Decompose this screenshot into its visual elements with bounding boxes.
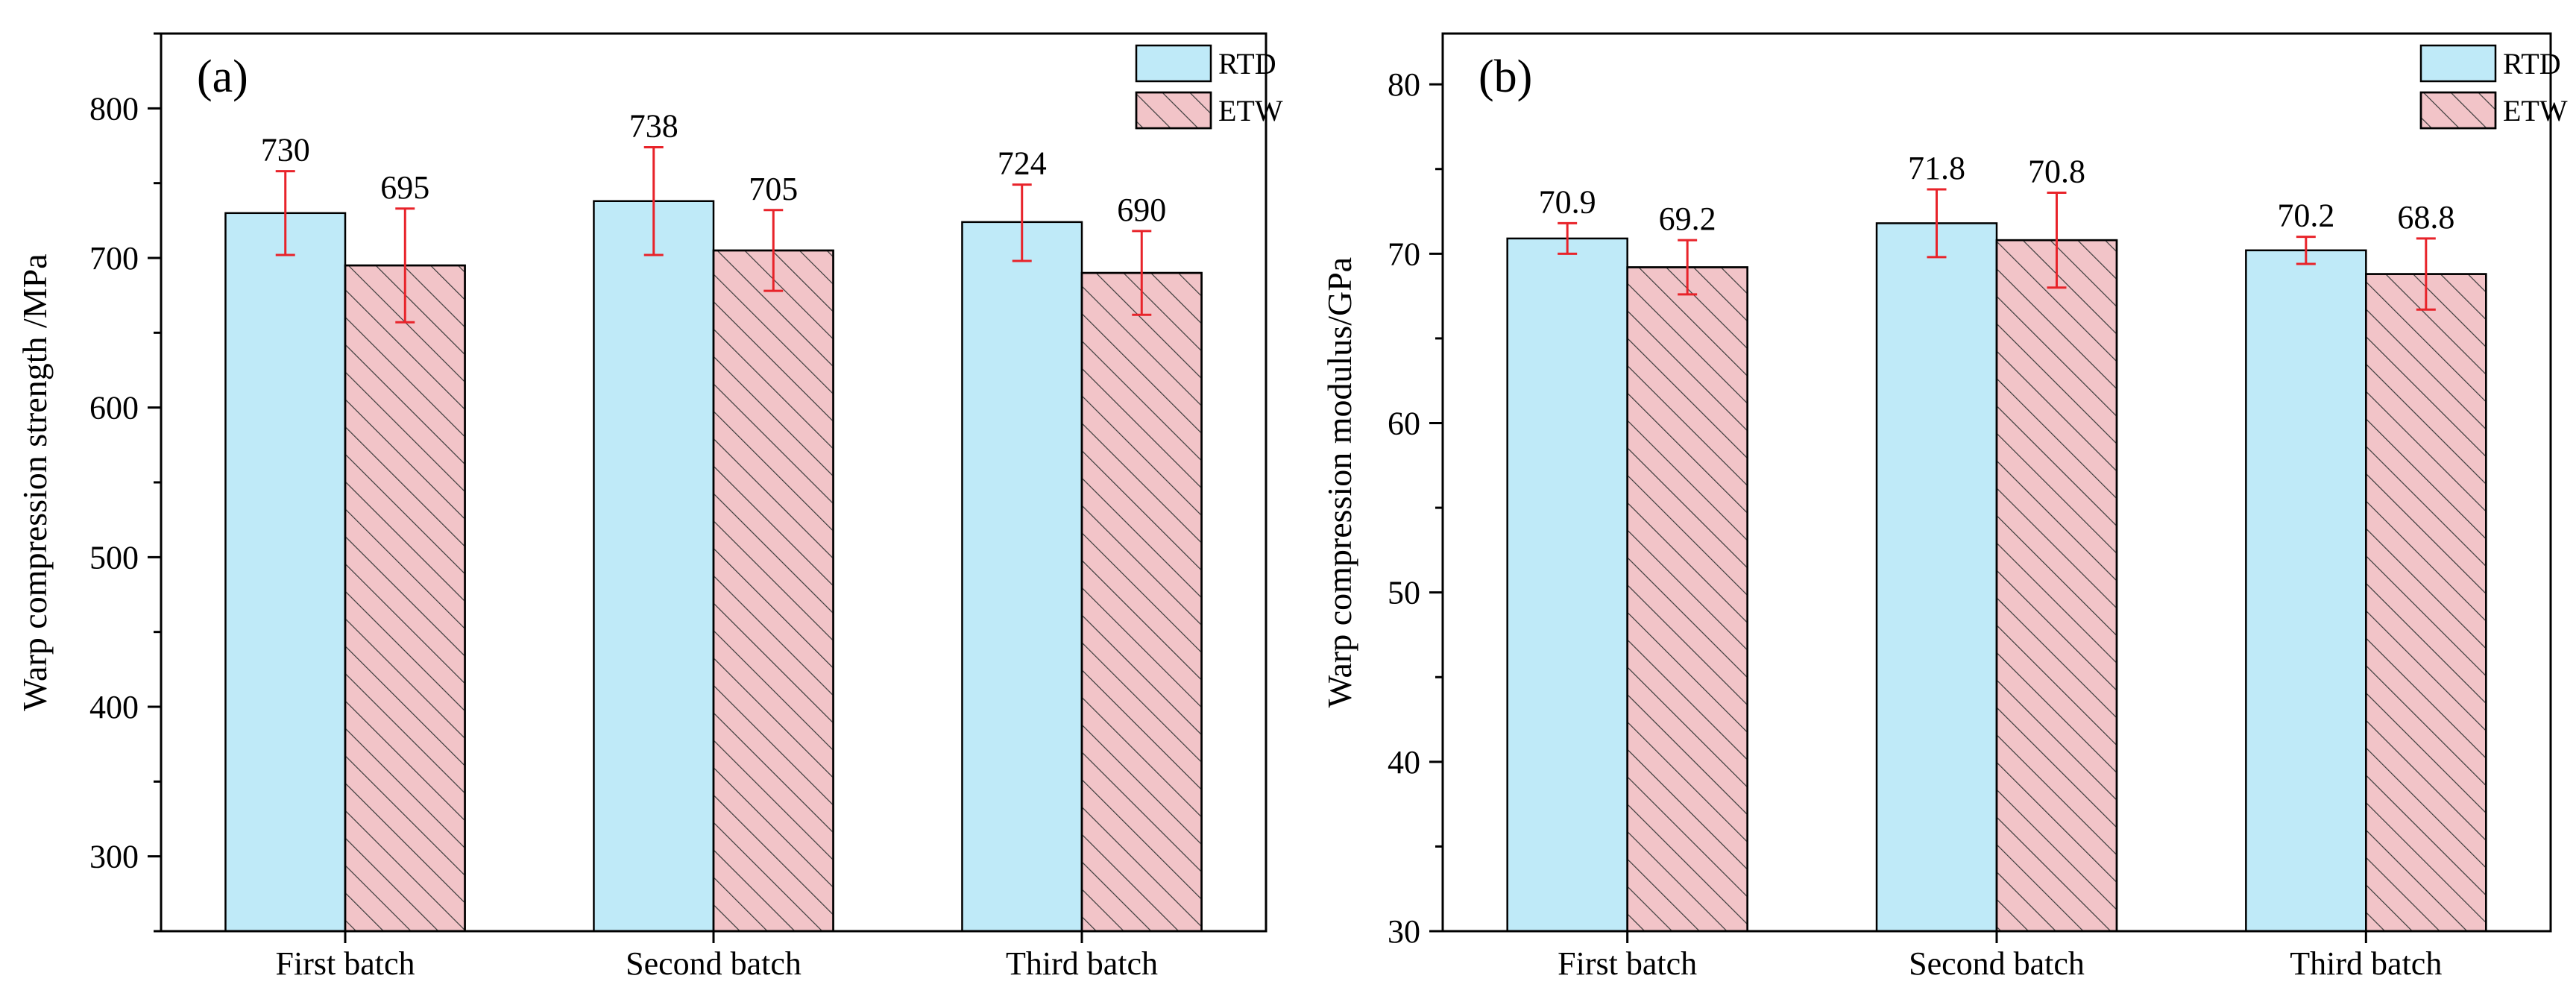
bar-rtd-3: [961, 221, 1083, 933]
legend-etw-swatch-hatch: [2419, 91, 2497, 130]
value-label-rtd-1: 730: [261, 132, 310, 168]
legend: RTD ETW: [2419, 44, 2568, 130]
x-tick-label-2: Second batch: [626, 945, 802, 982]
legend-rtd-label: RTD: [2503, 47, 2561, 81]
legend-rtd-swatch: [1135, 44, 1212, 83]
error-bar-etw-1: [395, 207, 415, 324]
y-tick-label: 70: [1388, 236, 1420, 272]
bar-rtd-2: [1875, 222, 1998, 933]
panel-label: (b): [1478, 51, 1532, 102]
y-tick-label: 800: [89, 90, 139, 127]
bar-hatch-etw-2: [1995, 239, 2118, 933]
y-tick-label: 700: [89, 240, 139, 277]
y-tick-label: 40: [1388, 744, 1420, 781]
y-tick-label: 300: [89, 839, 139, 875]
value-label-etw-1: 69.2: [1659, 201, 1716, 237]
bar-hatch-etw-1: [1626, 266, 1748, 933]
y-tick-label: 60: [1388, 405, 1420, 441]
value-label-rtd-2: 738: [629, 108, 678, 145]
legend: RTD ETW: [1135, 44, 1283, 130]
panel-label: (a): [197, 51, 248, 102]
error-bar-etw-2: [763, 209, 784, 292]
y-tick-label: 600: [89, 390, 139, 426]
y-tick-label: 500: [89, 539, 139, 576]
error-bar-rtd-3: [1012, 183, 1032, 262]
bar-hatch-etw-2: [712, 249, 834, 933]
y-tick-label: 30: [1388, 913, 1420, 950]
value-label-etw-3: 690: [1117, 192, 1166, 228]
error-bar-etw-3: [1132, 230, 1152, 316]
error-bar-etw-2: [2047, 192, 2067, 289]
error-bar-rtd-1: [1558, 221, 1578, 255]
error-bar-rtd-3: [2296, 236, 2316, 265]
bar-rtd-1: [224, 212, 347, 933]
value-label-etw-2: 705: [749, 171, 798, 207]
y-tick-label: 50: [1388, 575, 1420, 611]
bar-rtd-3: [2245, 249, 2367, 933]
x-tick-label-1: First batch: [1558, 945, 1697, 982]
bar-hatch-etw-1: [344, 264, 466, 933]
value-label-rtd-2: 71.8: [1908, 150, 1965, 186]
legend-rtd-swatch: [2419, 44, 2497, 83]
y-axis-title: Warp compression modulus/GPa: [1320, 257, 1358, 708]
x-tick-label-3: Third batch: [2290, 945, 2442, 982]
bar-rtd-1: [1506, 237, 1628, 933]
value-label-etw-2: 70.8: [2028, 154, 2085, 190]
x-tick-label-2: Second batch: [1909, 945, 2085, 982]
value-label-rtd-3: 724: [998, 145, 1047, 182]
legend-etw-swatch-hatch: [1135, 91, 1212, 130]
error-bar-rtd-2: [1927, 188, 1947, 259]
legend-etw-label: ETW: [2503, 94, 2568, 127]
bar-hatch-etw-3: [2365, 273, 2487, 933]
y-tick-label: 80: [1388, 66, 1420, 103]
y-tick-label: 400: [89, 689, 139, 725]
value-label-rtd-3: 70.2: [2277, 198, 2334, 234]
value-label-rtd-1: 70.9: [1539, 183, 1596, 220]
error-bar-etw-3: [2416, 237, 2436, 311]
chart-panel-b: 70.9 71.8 70.2 69.2 70.8 68.8 30 40 50 60 70 80 Firs…: [1320, 32, 2568, 982]
y-axis-title: Warp compression strength /MPa: [16, 253, 54, 710]
error-bar-rtd-2: [643, 146, 664, 256]
value-label-etw-1: 695: [380, 169, 429, 206]
error-bar-rtd-1: [275, 170, 295, 256]
x-tick-label-1: First batch: [276, 945, 415, 982]
bar-hatch-etw-3: [1080, 271, 1203, 933]
error-bar-etw-1: [1678, 239, 1698, 296]
bar-rtd-2: [593, 200, 715, 933]
legend-rtd-label: RTD: [1218, 47, 1276, 81]
x-tick-label-3: Third batch: [1006, 945, 1158, 982]
chart-panel-a: 730 738 724 695 705 690 300 400 500 600 700 800 Firs…: [16, 32, 1283, 982]
value-label-etw-3: 68.8: [2397, 199, 2454, 236]
legend-etw-label: ETW: [1218, 94, 1283, 127]
